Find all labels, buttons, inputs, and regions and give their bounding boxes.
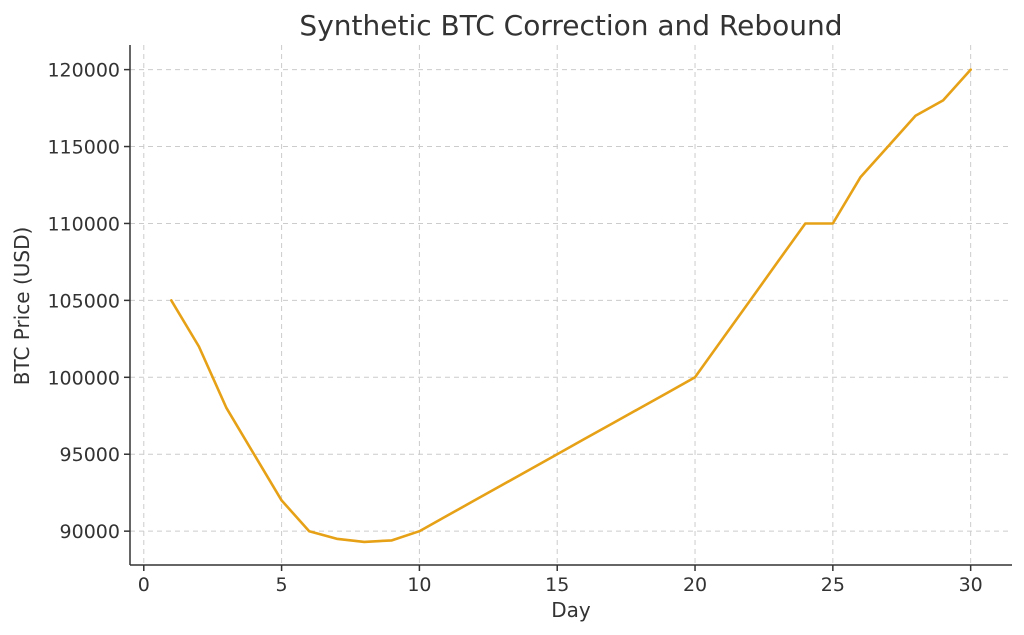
grid xyxy=(130,45,1012,565)
x-tick-label: 20 xyxy=(683,574,707,596)
y-tick-label: 120000 xyxy=(47,60,120,82)
y-tick-label: 110000 xyxy=(47,213,120,235)
x-tick-label: 15 xyxy=(545,574,569,596)
x-tick-label: 10 xyxy=(407,574,431,596)
axes xyxy=(129,45,1012,566)
y-tick-label: 95000 xyxy=(60,444,120,466)
y-tick-label: 105000 xyxy=(47,290,120,312)
y-axis-label: BTC Price (USD) xyxy=(10,227,34,386)
x-tick-label: 0 xyxy=(138,574,150,596)
y-tick-label: 115000 xyxy=(47,137,120,159)
x-tick-label: 30 xyxy=(959,574,983,596)
y-tick-label: 90000 xyxy=(60,521,120,543)
x-tick-label: 5 xyxy=(276,574,288,596)
chart-title: Synthetic BTC Correction and Rebound xyxy=(299,9,842,42)
x-axis-ticks: 0 5 10 15 20 25 30 xyxy=(138,565,983,596)
y-axis-ticks: 90000 95000 100000 105000 110000 115000 120000 xyxy=(47,60,130,543)
series-line xyxy=(170,68,973,544)
series-group xyxy=(170,68,973,544)
y-tick-label: 100000 xyxy=(47,367,120,389)
x-tick-label: 25 xyxy=(821,574,845,596)
x-axis-label: Day xyxy=(551,598,591,622)
